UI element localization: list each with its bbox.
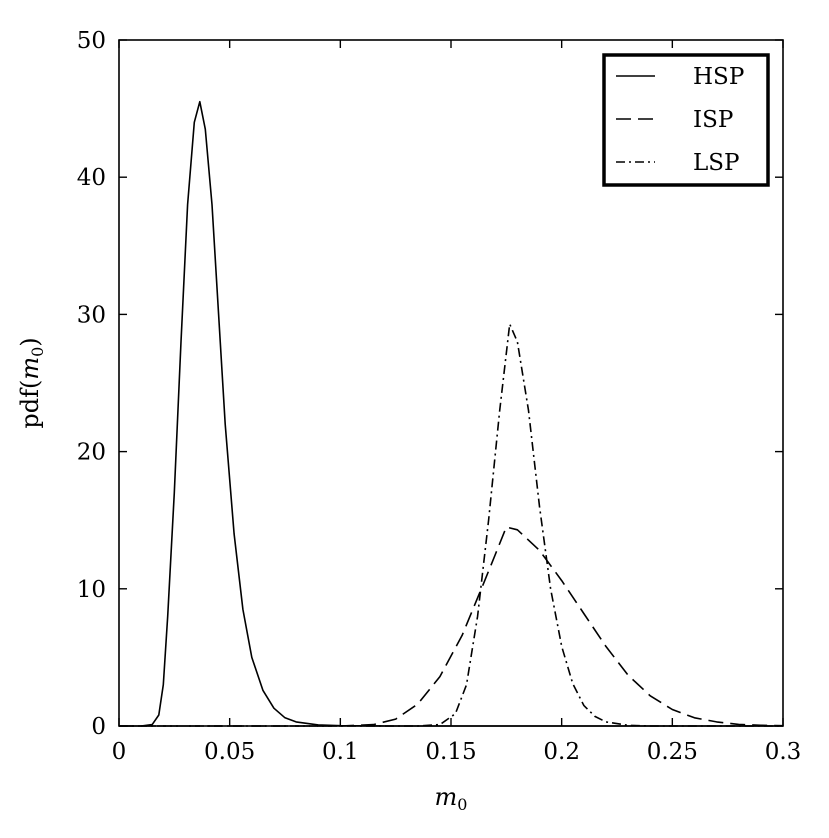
y-tick-label: 30 bbox=[77, 302, 106, 328]
series-line-hsp bbox=[119, 100, 783, 727]
tick-layer: 0 0.05 0.1 0.15 0.2 0.25 0.3 0 10 20 30 40 50 bbox=[77, 28, 802, 765]
series-line-lsp bbox=[119, 323, 783, 727]
x-tick-label: 0.25 bbox=[647, 739, 698, 765]
legend-label-hsp: HSP bbox=[693, 64, 744, 90]
y-axis-label: pdf(m0) bbox=[16, 337, 47, 428]
x-axis-label-sub: 0 bbox=[457, 795, 467, 814]
x-axis-label: m0 bbox=[435, 783, 468, 814]
y-tick-label: 10 bbox=[77, 577, 106, 603]
legend: HSP ISP LSP bbox=[602, 53, 770, 187]
curve-layer bbox=[119, 100, 784, 727]
y-axis-label-prefix: pdf( bbox=[16, 380, 44, 429]
x-tick-label: 0.1 bbox=[322, 739, 359, 765]
x-tick-label: 0.3 bbox=[765, 739, 802, 765]
x-tick-label: 0.15 bbox=[425, 739, 476, 765]
y-axis-label-suffix: ) bbox=[16, 337, 44, 346]
series-line-isp bbox=[119, 526, 784, 727]
y-tick-label: 50 bbox=[77, 28, 106, 54]
x-axis-label-var: m bbox=[435, 783, 458, 811]
x-tick-label: 0.2 bbox=[543, 739, 580, 765]
legend-label-isp: ISP bbox=[693, 107, 733, 133]
y-tick-label: 20 bbox=[77, 440, 106, 466]
y-tick-label: 40 bbox=[77, 165, 106, 191]
legend-label-lsp: LSP bbox=[693, 150, 740, 176]
y-axis-label-sub: 0 bbox=[28, 347, 47, 357]
x-tick-label: 0.05 bbox=[204, 739, 255, 765]
x-tick-label: 0 bbox=[112, 739, 127, 765]
y-axis-label-var: m bbox=[16, 357, 44, 380]
y-tick-label: 0 bbox=[91, 714, 106, 740]
